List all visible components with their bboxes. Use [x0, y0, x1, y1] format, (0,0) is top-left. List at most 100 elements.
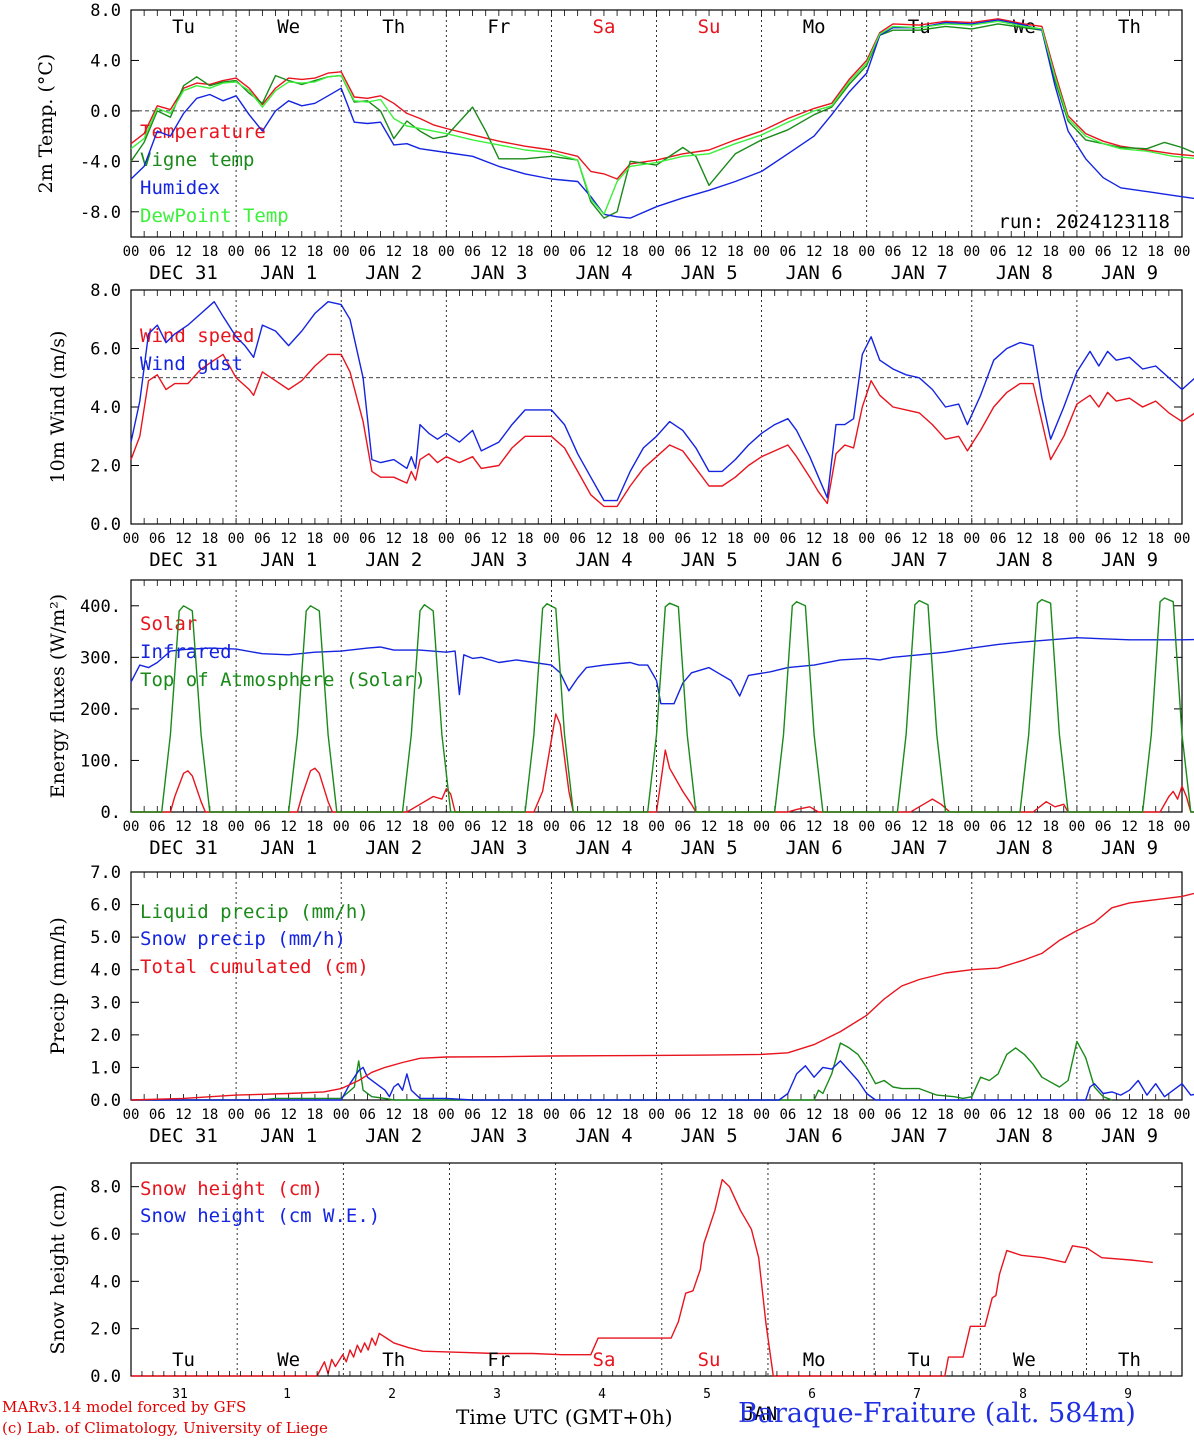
y-axis-title: 10m Wind (m/s): [47, 331, 69, 484]
date-label: JAN 1: [260, 1125, 317, 1147]
hour-tick-label: 00: [1068, 1107, 1085, 1123]
hour-tick-label: 00: [123, 531, 140, 547]
hour-tick-label: 06: [885, 819, 902, 835]
hour-tick-label: 06: [149, 1107, 166, 1123]
hour-tick-label: 06: [1095, 531, 1112, 547]
hour-tick-label: 18: [412, 244, 429, 260]
hour-tick-label: 00: [228, 531, 245, 547]
hour-tick-label: 00: [543, 819, 560, 835]
hour-tick-label: 00: [753, 244, 770, 260]
hour-tick-label: 12: [911, 244, 928, 260]
date-label: 1: [283, 1387, 291, 1402]
legend-entry: Infrared: [140, 641, 232, 663]
hour-tick-label: 12: [490, 1107, 507, 1123]
series-line: [131, 713, 1194, 813]
hour-tick-label: 00: [858, 819, 875, 835]
hour-tick-label: 00: [438, 531, 455, 547]
series-line: [131, 1178, 1153, 1377]
hour-tick-label: 00: [1174, 1107, 1191, 1123]
date-label: JAN 9: [1101, 1125, 1158, 1147]
y-tick-label: 7.0: [90, 863, 121, 883]
y-tick-label: 2.0: [90, 457, 121, 477]
day-name: Sa: [593, 1349, 616, 1371]
day-name: Mo: [803, 16, 826, 38]
date-label: JAN 8: [996, 1125, 1053, 1147]
legend-entry: Liquid precip (mm/h): [140, 901, 369, 923]
date-label: DEC 31: [149, 837, 218, 859]
run-label: run: 2024123118: [998, 211, 1170, 233]
hour-tick-label: 18: [937, 819, 954, 835]
y-tick-label: 0.0: [90, 515, 121, 535]
legend-entry: Top of Atmosphere (Solar): [140, 669, 426, 691]
hour-tick-label: 12: [175, 1107, 192, 1123]
y-tick-label: 4.0: [90, 1272, 121, 1292]
hour-tick-label: 00: [333, 1107, 350, 1123]
legend-entry: DewPoint Temp: [140, 205, 289, 227]
hour-tick-label: 12: [385, 244, 402, 260]
hour-tick-label: 12: [701, 531, 718, 547]
date-label: JAN 9: [1101, 837, 1158, 859]
date-label: DEC 31: [149, 262, 218, 284]
day-name: Tu: [908, 1349, 931, 1371]
date-label: JAN 7: [891, 549, 948, 571]
hour-tick-label: 18: [412, 531, 429, 547]
y-tick-label: 200.: [80, 700, 121, 720]
hour-tick-label: 00: [1174, 531, 1191, 547]
date-label: JAN 2: [365, 1125, 422, 1147]
hour-tick-label: 06: [464, 531, 481, 547]
hour-tick-label: 00: [1068, 244, 1085, 260]
date-label: JAN 4: [575, 262, 632, 284]
hour-tick-label: 00: [858, 1107, 875, 1123]
y-tick-label: 4.0: [90, 961, 121, 981]
y-tick-label: 8.0: [90, 1178, 121, 1198]
y-tick-label: 5.0: [90, 928, 121, 948]
hour-tick-label: 00: [123, 1107, 140, 1123]
date-label: 6: [808, 1387, 816, 1402]
hour-tick-label: 06: [359, 531, 376, 547]
hour-tick-label: 00: [963, 1107, 980, 1123]
date-label: JAN 7: [891, 262, 948, 284]
hour-tick-label: 12: [1121, 1107, 1138, 1123]
y-tick-label: 2.0: [90, 1026, 121, 1046]
date-label: JAN 9: [1101, 549, 1158, 571]
legend-entry: Snow height (cm): [140, 1178, 323, 1200]
station-title: Baraque-Fraiture (alt. 584m): [738, 1398, 1136, 1429]
y-tick-label: -4.0: [80, 152, 121, 172]
y-tick-label: 0.: [101, 803, 121, 823]
date-label: DEC 31: [149, 1125, 218, 1147]
date-label: JAN 5: [680, 1125, 737, 1147]
day-name: We: [277, 16, 300, 38]
hour-tick-label: 18: [622, 531, 639, 547]
date-label: JAN 3: [470, 549, 527, 571]
hour-tick-label: 12: [490, 244, 507, 260]
y-tick-label: 300.: [80, 648, 121, 668]
y-tick-label: -8.0: [80, 203, 121, 223]
day-name: We: [1013, 1349, 1036, 1371]
series-line: [131, 1040, 1113, 1101]
hour-tick-label: 06: [254, 1107, 271, 1123]
date-label: JAN 6: [786, 549, 843, 571]
date-label: JAN 8: [996, 262, 1053, 284]
hour-tick-label: 00: [963, 244, 980, 260]
date-label: JAN 9: [1101, 262, 1158, 284]
date-label: JAN 1: [260, 549, 317, 571]
hour-tick-label: 12: [1121, 531, 1138, 547]
hour-tick-label: 18: [937, 531, 954, 547]
hour-tick-label: 12: [175, 819, 192, 835]
day-name: Th: [382, 1349, 405, 1371]
hour-tick-label: 06: [149, 244, 166, 260]
legend-entry: Temperature: [140, 121, 266, 143]
hour-tick-label: 12: [806, 531, 823, 547]
hour-tick-label: 18: [306, 531, 323, 547]
y-tick-label: 6.0: [90, 1225, 121, 1245]
day-name: Tu: [172, 16, 195, 38]
hour-tick-label: 06: [359, 1107, 376, 1123]
legend-entry: Snow precip (mm/h): [140, 928, 346, 950]
hour-tick-label: 00: [333, 819, 350, 835]
series-line: [130, 18, 1194, 180]
date-label: 3: [493, 1387, 501, 1402]
hour-tick-label: 00: [123, 244, 140, 260]
hour-tick-label: 00: [648, 1107, 665, 1123]
hour-tick-label: 00: [543, 1107, 560, 1123]
hour-tick-label: 06: [359, 244, 376, 260]
